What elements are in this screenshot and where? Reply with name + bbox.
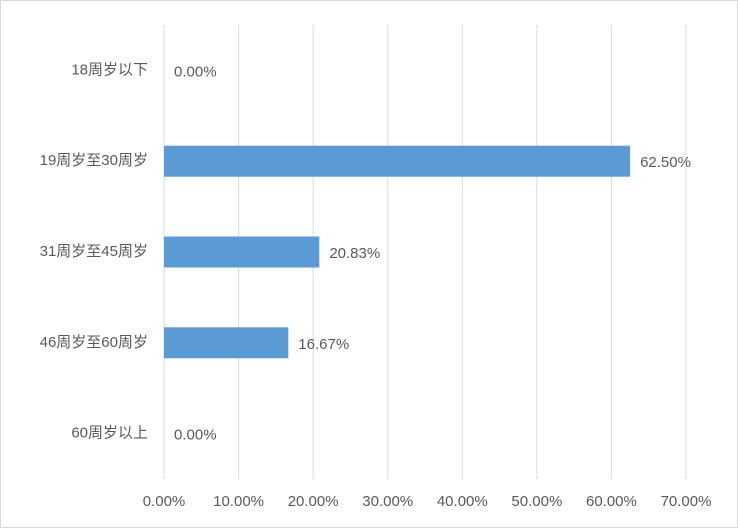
data-label: 0.00% [174, 427, 217, 444]
bar [164, 145, 631, 177]
y-tick-label: 18周岁以下 [71, 61, 148, 78]
x-tick-label: 10.00% [213, 493, 264, 510]
data-label: 16.67% [298, 336, 349, 353]
data-label: 0.00% [174, 63, 217, 80]
data-label: 62.50% [640, 154, 691, 171]
y-tick-label: 19周岁至30周岁 [40, 152, 148, 169]
x-tick-label: 0.00% [143, 493, 186, 510]
x-tick-label: 40.00% [437, 493, 488, 510]
y-tick-label: 46周岁至60周岁 [40, 334, 148, 351]
bar [164, 327, 289, 359]
x-tick-label: 50.00% [511, 493, 562, 510]
x-tick-label: 70.00% [661, 493, 712, 510]
bar [164, 236, 320, 268]
x-tick-label: 20.00% [288, 493, 339, 510]
y-tick-label: 60周岁以上 [71, 425, 148, 442]
data-label: 20.83% [329, 245, 380, 262]
x-tick-label: 30.00% [362, 493, 413, 510]
x-tick-label: 60.00% [586, 493, 637, 510]
y-tick-label: 31周岁至45周岁 [40, 243, 148, 260]
